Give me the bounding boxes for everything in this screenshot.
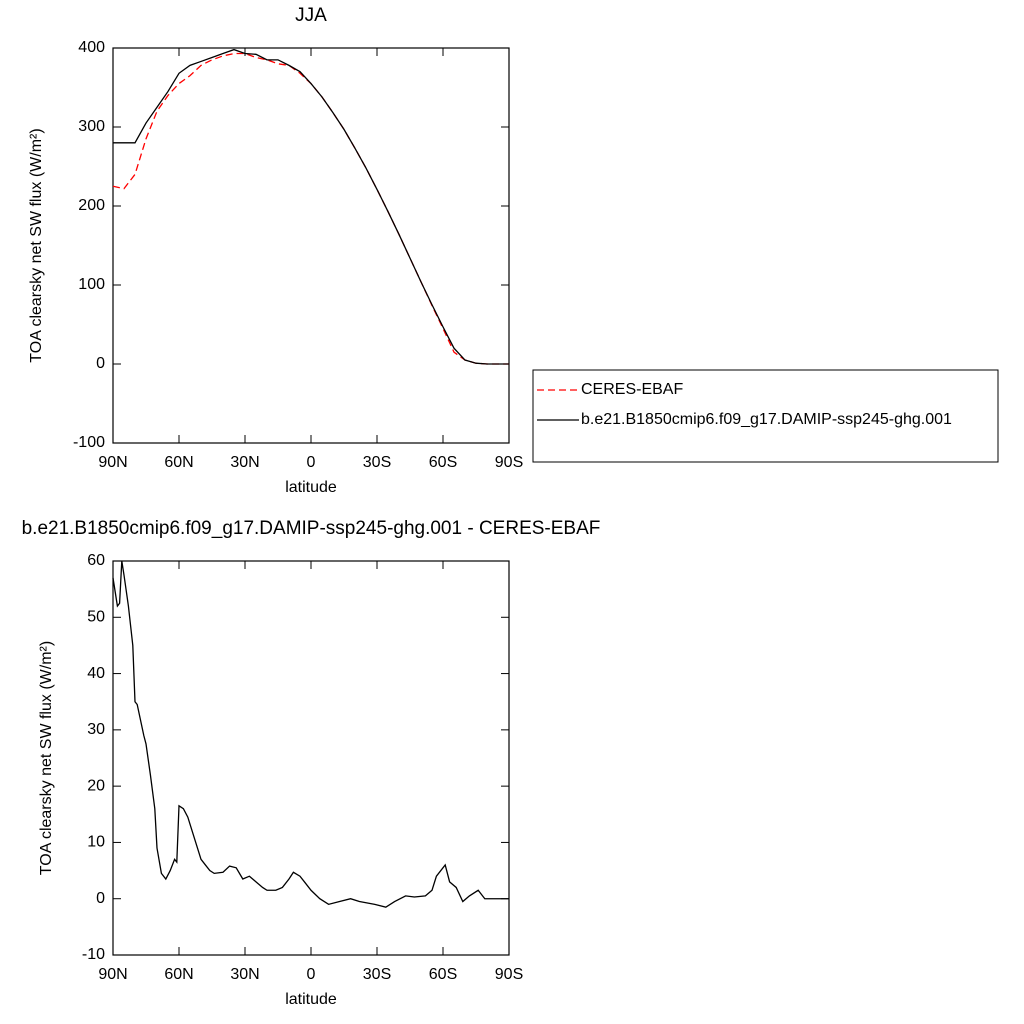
x-tick-label: 30N [230, 966, 259, 983]
legend-label: b.e21.B1850cmip6.f09_g17.DAMIP-ssp245-gh… [581, 411, 952, 428]
x-tick-label: 60S [429, 966, 457, 983]
chart-title: b.e21.B1850cmip6.f09_g17.DAMIP-ssp245-gh… [22, 518, 601, 539]
data-line [113, 48, 509, 365]
x-tick-label: 60N [164, 454, 193, 471]
y-tick-label: 200 [78, 197, 105, 214]
y-axis-label: TOA clearsky net SW flux (W/m²) [28, 128, 45, 362]
y-axis-label: TOA clearsky net SW flux (W/m²) [38, 641, 55, 875]
x-tick-label: 30S [363, 966, 391, 983]
data-line [112, 52, 509, 365]
y-tick-label: 400 [78, 39, 105, 56]
x-tick-label: 30S [363, 454, 391, 471]
y-tick-label: 20 [87, 777, 105, 794]
y-tick-label: 40 [87, 665, 105, 682]
y-tick-label: 0 [96, 355, 105, 372]
x-tick-label: 90N [98, 966, 127, 983]
x-tick-label: 90S [495, 966, 523, 983]
x-tick-label: 0 [307, 454, 316, 471]
y-tick-label: 10 [87, 834, 105, 851]
chart-title: JJA [295, 5, 327, 26]
legend-box [532, 369, 999, 463]
x-tick-label: 0 [307, 966, 316, 983]
y-tick-label: 30 [87, 721, 105, 738]
y-tick-label: 50 [87, 609, 105, 626]
x-axis-label: latitude [285, 991, 337, 1008]
x-tick-label: 90N [98, 454, 127, 471]
x-tick-label: 90S [495, 454, 523, 471]
data-line [112, 560, 509, 908]
y-tick-label: -100 [73, 434, 105, 451]
y-tick-label: 300 [78, 118, 105, 135]
x-tick-label: 60N [164, 966, 193, 983]
y-tick-label: -10 [82, 946, 105, 963]
plot-frame [112, 47, 510, 444]
x-tick-label: 30N [230, 454, 259, 471]
plot-frame [112, 560, 510, 956]
y-tick-label: 0 [96, 890, 105, 907]
legend-label: CERES-EBAF [581, 381, 683, 398]
y-tick-label: 60 [87, 552, 105, 569]
y-tick-label: 100 [78, 276, 105, 293]
x-tick-label: 60S [429, 454, 457, 471]
x-axis-label: latitude [285, 479, 337, 496]
